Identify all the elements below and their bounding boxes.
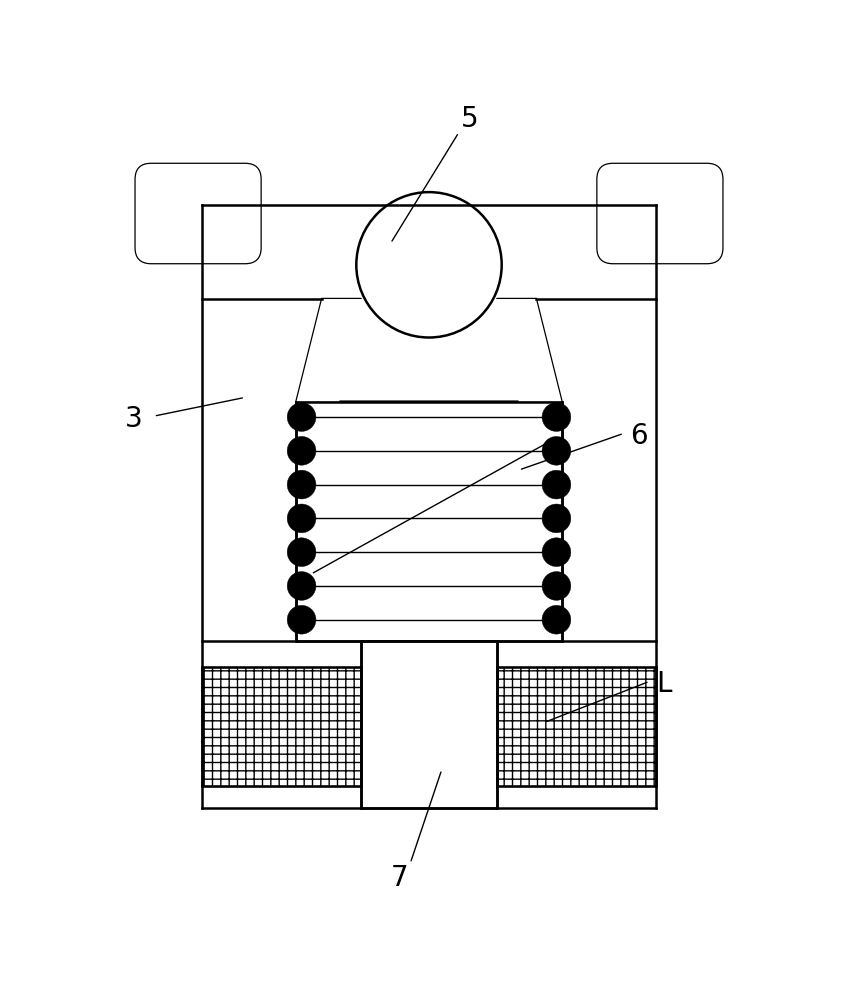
Circle shape: [542, 605, 571, 634]
Circle shape: [287, 538, 316, 567]
FancyBboxPatch shape: [136, 164, 261, 263]
Circle shape: [542, 436, 571, 465]
Circle shape: [542, 403, 571, 431]
Text: 5: 5: [462, 105, 479, 133]
Text: 3: 3: [125, 405, 142, 433]
Polygon shape: [202, 205, 656, 641]
Circle shape: [542, 504, 571, 533]
Circle shape: [353, 190, 505, 340]
Circle shape: [287, 436, 316, 465]
Circle shape: [287, 470, 316, 499]
FancyBboxPatch shape: [597, 164, 722, 263]
Bar: [297, 402, 561, 641]
FancyBboxPatch shape: [136, 164, 261, 263]
Circle shape: [542, 538, 571, 567]
Bar: [360, 641, 498, 808]
Circle shape: [356, 192, 502, 338]
Bar: [498, 667, 656, 786]
Polygon shape: [493, 299, 561, 402]
Circle shape: [542, 572, 571, 600]
Polygon shape: [297, 299, 561, 402]
Polygon shape: [498, 641, 656, 808]
FancyBboxPatch shape: [597, 164, 722, 263]
Bar: [202, 667, 360, 786]
Text: 7: 7: [390, 864, 408, 892]
Polygon shape: [202, 641, 360, 808]
Circle shape: [287, 605, 316, 634]
Circle shape: [287, 403, 316, 431]
Circle shape: [287, 572, 316, 600]
Polygon shape: [297, 299, 365, 402]
Circle shape: [542, 470, 571, 499]
Circle shape: [287, 504, 316, 533]
Text: 6: 6: [630, 422, 647, 450]
Bar: [202, 205, 656, 808]
Text: L: L: [656, 670, 672, 698]
